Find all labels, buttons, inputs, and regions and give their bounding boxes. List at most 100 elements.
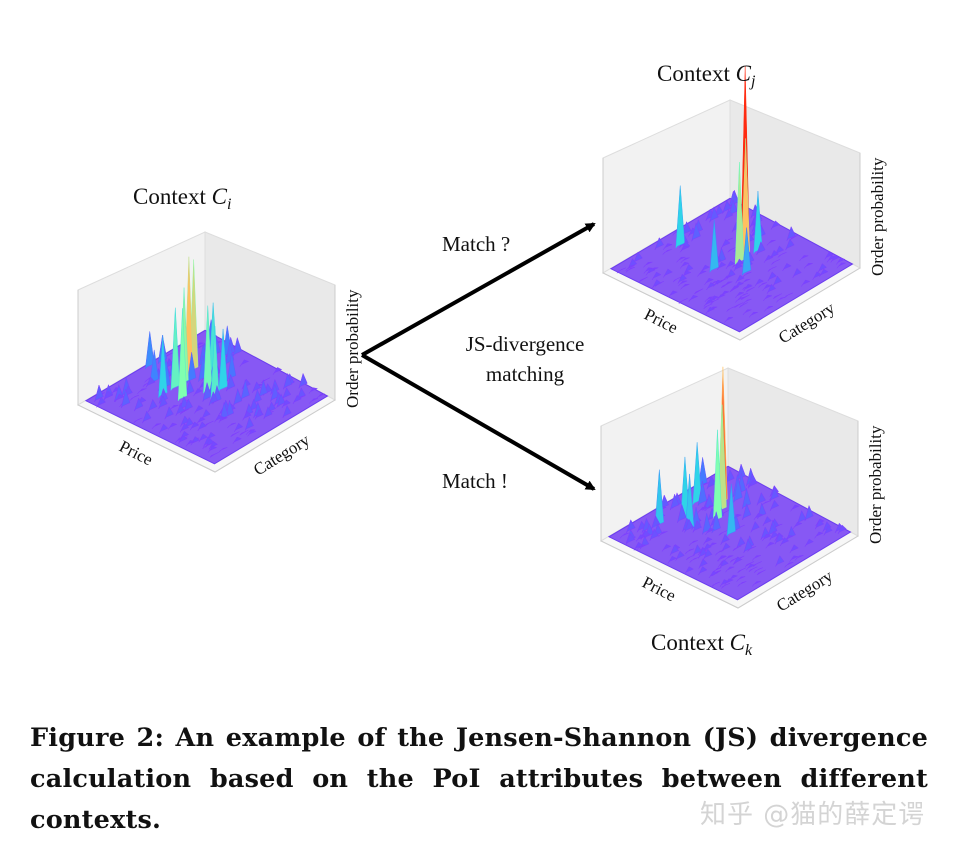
surface-spike bbox=[721, 542, 731, 553]
surface-spike bbox=[177, 308, 188, 402]
surface-spike bbox=[167, 422, 178, 430]
surface-spike bbox=[763, 294, 773, 301]
surface-spike bbox=[812, 271, 822, 280]
surface-spike bbox=[698, 566, 708, 576]
surface-spike bbox=[814, 531, 824, 539]
surface-spike bbox=[234, 422, 244, 433]
surface-spike bbox=[775, 555, 785, 567]
surface-spike bbox=[675, 185, 685, 249]
surface-spike bbox=[724, 578, 734, 586]
surface-spike bbox=[721, 583, 731, 589]
surface-spike bbox=[151, 423, 161, 429]
surface-spike bbox=[733, 477, 743, 503]
surface-spike bbox=[239, 429, 249, 436]
surface-spike bbox=[635, 534, 646, 542]
surface-spike bbox=[242, 411, 252, 421]
surface-spike bbox=[698, 547, 708, 559]
surface-spike bbox=[272, 367, 283, 375]
surface-spike bbox=[179, 408, 189, 415]
surface-spike bbox=[767, 271, 777, 282]
surface-spike bbox=[763, 254, 774, 263]
surface-spike bbox=[769, 499, 780, 511]
surface-spike bbox=[672, 276, 682, 283]
price-axis-label: Price bbox=[641, 305, 681, 338]
surface-spike bbox=[616, 267, 626, 274]
order-probability-axis-label: Order probability bbox=[866, 425, 885, 544]
surface-spike bbox=[654, 237, 665, 251]
surface-spike bbox=[197, 421, 207, 432]
surface-spike bbox=[792, 267, 802, 278]
surface-spike bbox=[691, 221, 701, 242]
surface-spike bbox=[742, 502, 752, 521]
surface-spike bbox=[308, 387, 319, 394]
surface-spike bbox=[727, 246, 737, 253]
surface-spike bbox=[734, 302, 744, 308]
surface-spike bbox=[773, 293, 782, 299]
surface-spike bbox=[756, 569, 766, 576]
surface-spike bbox=[762, 284, 773, 291]
surface-spike bbox=[801, 279, 811, 287]
surface-spike bbox=[750, 520, 760, 533]
surface-spike bbox=[754, 278, 765, 287]
surface-spike bbox=[703, 299, 714, 307]
surface-spike bbox=[799, 255, 809, 261]
surface-spike bbox=[697, 270, 707, 277]
surface-spike bbox=[737, 567, 747, 574]
surface-spike bbox=[120, 388, 131, 409]
surface-spike bbox=[777, 252, 787, 258]
surface-spike bbox=[705, 306, 715, 315]
surface-spike bbox=[186, 352, 197, 384]
surface-spike bbox=[697, 506, 707, 513]
surface-spike bbox=[663, 243, 673, 250]
surface-spike bbox=[725, 260, 736, 269]
surface-spike bbox=[190, 436, 200, 446]
surface-spike bbox=[705, 208, 716, 221]
surface-spike bbox=[684, 518, 694, 533]
surface-spike bbox=[283, 372, 293, 390]
surface-spike bbox=[263, 406, 273, 420]
surface-spike bbox=[662, 249, 672, 255]
surface-spike bbox=[667, 555, 678, 564]
surface-spike bbox=[676, 256, 686, 263]
surface-spike bbox=[725, 566, 735, 573]
surface-spike bbox=[688, 294, 699, 302]
surface-spike bbox=[218, 417, 228, 423]
surface-spike bbox=[779, 537, 790, 547]
surface-spike bbox=[247, 429, 257, 437]
surface-spike bbox=[790, 504, 800, 512]
surface-spike bbox=[625, 267, 635, 273]
surface-spike bbox=[179, 423, 190, 433]
surface-spike bbox=[684, 566, 694, 575]
surface-spike bbox=[720, 282, 730, 289]
surface-spike bbox=[753, 191, 763, 255]
surface-spike bbox=[794, 555, 804, 561]
surface-spike bbox=[175, 404, 185, 416]
surface-spike bbox=[782, 263, 792, 272]
surface-spike bbox=[711, 511, 721, 534]
surface-spike bbox=[732, 556, 743, 565]
surface-spike bbox=[771, 259, 781, 265]
surface-spike bbox=[661, 544, 672, 552]
surface-spike bbox=[244, 416, 254, 431]
surface-spike bbox=[804, 538, 814, 547]
js-divergence-label: JS-divergence bbox=[466, 332, 585, 356]
surface-spike bbox=[185, 440, 196, 447]
surface-spike bbox=[703, 303, 713, 310]
surface-spike bbox=[142, 410, 152, 424]
surface-spike bbox=[819, 268, 829, 277]
surface-spike bbox=[677, 273, 688, 284]
surface-spike bbox=[202, 381, 212, 402]
price-axis-label: Price bbox=[639, 573, 679, 606]
surface-spike bbox=[133, 417, 143, 424]
surface-spike bbox=[762, 516, 772, 527]
surface-spike bbox=[309, 398, 318, 404]
surface-spike bbox=[669, 493, 680, 511]
surface-spike bbox=[692, 442, 702, 506]
surface-spike bbox=[740, 294, 750, 301]
surface-spike bbox=[743, 283, 753, 292]
surface-spike bbox=[729, 286, 739, 293]
surface-spike bbox=[729, 556, 739, 563]
price-axis-label: Price bbox=[116, 437, 156, 470]
surface-spike bbox=[114, 393, 125, 403]
